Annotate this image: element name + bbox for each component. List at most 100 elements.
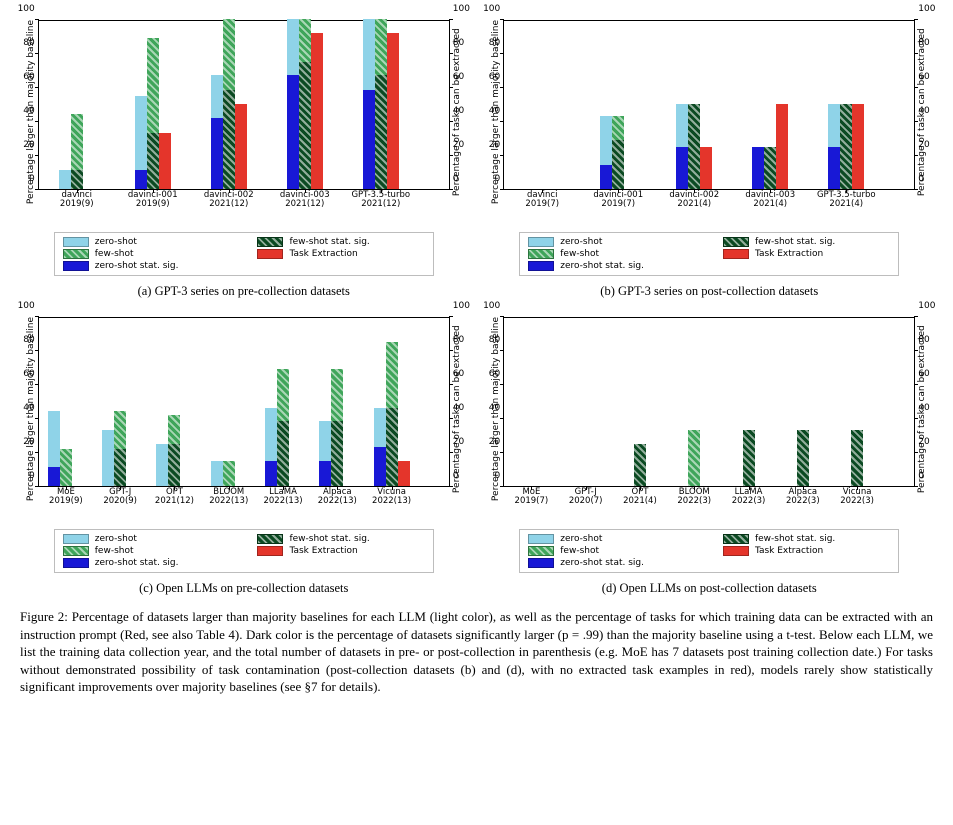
bar-task-extraction xyxy=(548,19,560,189)
bar-task-extraction xyxy=(235,19,247,189)
x-tick-label: BLOOM 2022(13) xyxy=(202,488,256,507)
x-tick-label: LLaMA 2022(3) xyxy=(721,488,775,507)
bar-few-shot xyxy=(60,316,72,486)
bar-few-shot xyxy=(277,316,289,486)
x-tick-label: OPT 2021(4) xyxy=(613,488,667,507)
bar-few-shot xyxy=(688,316,700,486)
bar-few-shot xyxy=(331,316,343,486)
legend: zero-shotfew-shot stat. sig.few-shotTask… xyxy=(519,232,899,276)
x-tick-label: Vicuna 2022(3) xyxy=(830,488,884,507)
bar-few-shot xyxy=(223,19,235,189)
bar-zero-shot xyxy=(135,19,147,189)
bar-zero-shot xyxy=(568,316,580,486)
legend-item-zero-shot-sig: zero-shot stat. sig. xyxy=(528,261,699,271)
plot-area: 002020404060608080100100MoE 2019(9)GPT-J… xyxy=(38,317,450,487)
bar-task-extraction xyxy=(592,316,604,486)
y-axis-label-right: Percentage of tasks can be extracted xyxy=(450,317,464,501)
legend-item-zero-shot: zero-shot xyxy=(63,237,234,247)
bar-task-extraction xyxy=(646,316,658,486)
panel-c: Percentage larger than majority baseline… xyxy=(20,317,468,596)
subcaption: (b) GPT-3 series on post-collection data… xyxy=(600,284,818,299)
y-axis-label-right: Percentage of tasks can be extracted xyxy=(915,20,929,204)
x-tick-label: BLOOM 2022(3) xyxy=(667,488,721,507)
legend-item-few-shot: few-shot xyxy=(528,249,699,259)
bar-few-shot xyxy=(536,19,548,189)
x-tick-label: OPT 2021(12) xyxy=(147,488,201,507)
bar-few-shot xyxy=(114,316,126,486)
legend-item-few-shot-sig: few-shot stat. sig. xyxy=(723,237,890,247)
figure-caption: Figure 2: Percentage of datasets larger … xyxy=(20,608,933,696)
bar-few-shot xyxy=(580,316,592,486)
bar-zero-shot xyxy=(287,19,299,189)
legend: zero-shot few-shot stat. sig. few-shot Task… xyxy=(54,232,434,276)
plot-area: 002020404060608080100100MoE 2019(7)GPT-J… xyxy=(503,317,915,487)
legend-item-zero-shot-sig: zero-shot stat. sig. xyxy=(63,558,234,568)
legend-item-zero-shot: zero-shot xyxy=(63,534,234,544)
bar-few-shot xyxy=(375,19,387,189)
plot-area: 002020404060608080100100davinci 2019(9)d… xyxy=(38,20,450,190)
x-tick-label: MoE 2019(7) xyxy=(504,488,558,507)
bar-task-extraction xyxy=(852,19,864,189)
bar-zero-shot xyxy=(731,316,743,486)
legend-item-few-shot: few-shot xyxy=(528,546,699,556)
x-tick-label: GPT-3.5-turbo 2021(4) xyxy=(808,191,884,210)
bar-few-shot xyxy=(688,19,700,189)
bar-few-shot xyxy=(386,316,398,486)
x-tick-label: davinci-001 2019(7) xyxy=(580,191,656,210)
bar-task-extraction xyxy=(755,316,767,486)
legend-item-zero-shot-sig: zero-shot stat. sig. xyxy=(63,261,234,271)
legend-item-task-extraction: Task Extraction xyxy=(723,546,890,556)
bar-zero-shot xyxy=(211,19,223,189)
bar-zero-shot xyxy=(513,316,525,486)
legend-item-task-extraction: Task Extraction xyxy=(723,249,890,259)
bar-zero-shot xyxy=(752,19,764,189)
legend-item-few-shot: few-shot xyxy=(63,546,234,556)
bar-task-extraction xyxy=(72,316,84,486)
bar-zero-shot xyxy=(676,316,688,486)
x-tick-label: davinci 2019(7) xyxy=(504,191,580,210)
x-tick-label: Vicuna 2022(13) xyxy=(364,488,418,507)
bar-few-shot xyxy=(851,316,863,486)
bar-few-shot xyxy=(223,316,235,486)
legend-item-task-extraction: Task Extraction xyxy=(257,546,424,556)
panel-d: Percentage larger than majority baseline… xyxy=(486,317,934,596)
x-tick-label: davinci-002 2021(12) xyxy=(191,191,267,210)
bar-task-extraction xyxy=(83,19,95,189)
bar-zero-shot xyxy=(839,316,851,486)
bar-task-extraction xyxy=(343,316,355,486)
bar-few-shot xyxy=(612,19,624,189)
bar-task-extraction xyxy=(863,316,875,486)
bar-zero-shot xyxy=(676,19,688,189)
bar-few-shot xyxy=(743,316,755,486)
bar-task-extraction xyxy=(387,19,399,189)
bar-task-extraction xyxy=(700,19,712,189)
x-tick-label: davinci-003 2021(12) xyxy=(267,191,343,210)
subcaption: (d) Open LLMs on post-collection dataset… xyxy=(602,581,817,596)
x-tick-label: Alpaca 2022(13) xyxy=(310,488,364,507)
x-tick-label: davinci-003 2021(4) xyxy=(732,191,808,210)
bar-few-shot xyxy=(71,19,83,189)
y-axis-label-right: Percentage of tasks can be extracted xyxy=(915,317,929,501)
legend-item-zero-shot-sig: zero-shot stat. sig. xyxy=(528,558,699,568)
legend-item-few-shot: few-shot xyxy=(63,249,234,259)
bar-zero-shot xyxy=(785,316,797,486)
bar-zero-shot xyxy=(211,316,223,486)
bar-few-shot xyxy=(147,19,159,189)
legend-item-few-shot-sig: few-shot stat. sig. xyxy=(257,237,424,247)
bar-few-shot xyxy=(764,19,776,189)
subcaption: (c) Open LLMs on pre-collection datasets xyxy=(139,581,348,596)
legend-item-few-shot-sig: few-shot stat. sig. xyxy=(723,534,890,544)
bar-task-extraction xyxy=(809,316,821,486)
y-axis-label-right: Percentage of tasks can be extracted xyxy=(450,20,464,204)
bar-few-shot xyxy=(525,316,537,486)
bar-task-extraction xyxy=(235,316,247,486)
plot-area: 002020404060608080100100davinci 2019(7)d… xyxy=(503,20,915,190)
x-tick-label: GPT-J 2020(9) xyxy=(93,488,147,507)
bar-zero-shot xyxy=(48,316,60,486)
bar-few-shot xyxy=(299,19,311,189)
bar-task-extraction xyxy=(159,19,171,189)
bar-task-extraction xyxy=(398,316,410,486)
legend-item-task-extraction: Task Extraction xyxy=(257,249,424,259)
bar-task-extraction xyxy=(537,316,549,486)
bar-zero-shot xyxy=(59,19,71,189)
